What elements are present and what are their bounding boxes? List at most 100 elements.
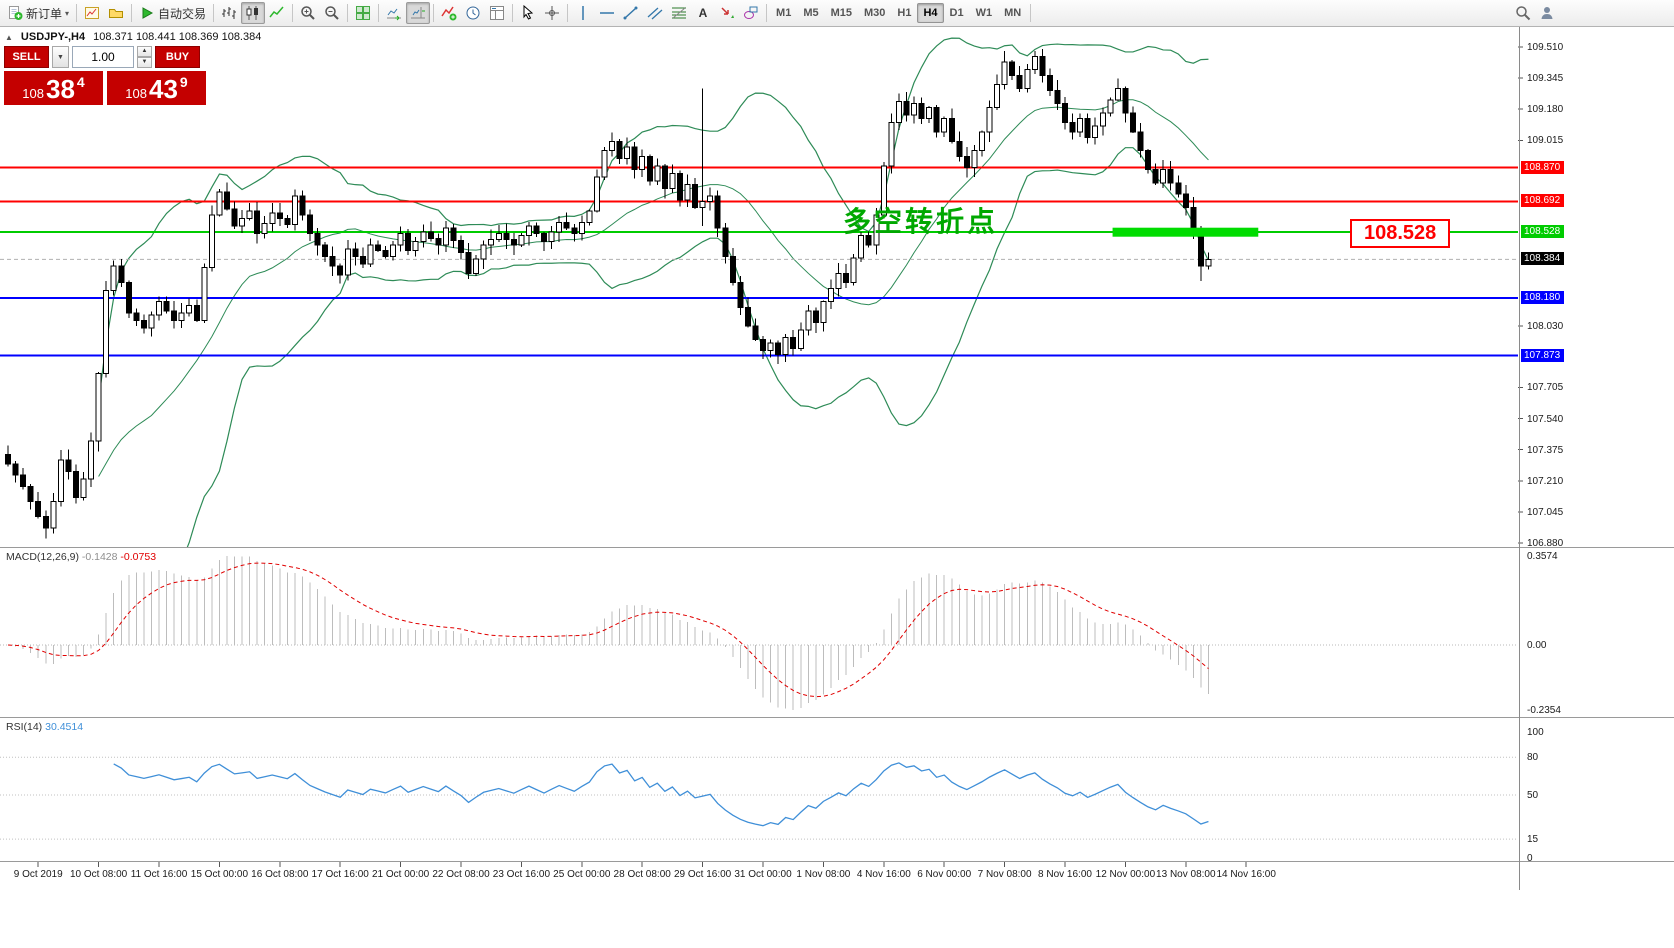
vline-icon bbox=[575, 5, 591, 21]
pivot-price-label[interactable]: 108.528 bbox=[1350, 219, 1451, 248]
zoomout-icon bbox=[324, 5, 340, 21]
timeframe-h1[interactable]: H1 bbox=[897, 7, 912, 19]
timeframe-m30[interactable]: M30 bbox=[864, 7, 886, 19]
price-axis-tick: 107.045 bbox=[1527, 506, 1564, 518]
trendline-tool[interactable] bbox=[619, 2, 643, 24]
auto-trading[interactable]: 自动交易 bbox=[135, 2, 210, 24]
lot-decrease-button[interactable]: ▼ bbox=[137, 57, 152, 68]
tile-windows[interactable] bbox=[351, 2, 375, 24]
indicators-list[interactable] bbox=[437, 2, 461, 24]
pivot-highlight-bar[interactable] bbox=[1112, 227, 1259, 237]
toolbar-separator bbox=[378, 4, 380, 22]
zoomin-icon bbox=[300, 5, 316, 21]
timeframe-m5[interactable]: M5 bbox=[803, 7, 819, 19]
fibonacci-tool[interactable] bbox=[667, 2, 691, 24]
macd-axis-label: 0.3574 bbox=[1527, 551, 1558, 562]
timeframe-h4[interactable]: H4 bbox=[917, 3, 944, 23]
toolbar-separator bbox=[76, 4, 78, 22]
time-axis-label: 6 Nov 00:00 bbox=[917, 869, 972, 880]
panel-separator[interactable] bbox=[0, 861, 1674, 862]
time-axis-label: 16 Oct 08:00 bbox=[251, 869, 309, 880]
time-axis-label: 10 Oct 08:00 bbox=[69, 869, 128, 880]
bollinger-bands bbox=[98, 37, 1209, 547]
price-axis[interactable] bbox=[1520, 27, 1674, 890]
timeframe-mn[interactable]: MN bbox=[1004, 7, 1022, 19]
sell-dropdown-button[interactable]: ▼ bbox=[52, 46, 69, 68]
time-axis-label: 11 Oct 16:00 bbox=[130, 869, 188, 880]
line-chart-mode[interactable] bbox=[265, 2, 289, 24]
toolbar-separator bbox=[347, 4, 349, 22]
zoom-in[interactable] bbox=[296, 2, 320, 24]
toolbar-separator bbox=[567, 4, 569, 22]
profiles[interactable] bbox=[104, 2, 128, 24]
toolbar-separator bbox=[1030, 4, 1032, 22]
sell-button[interactable]: SELL bbox=[4, 46, 49, 68]
timeframe-m15[interactable]: M15 bbox=[830, 7, 853, 19]
price-level-tag: 108.870 bbox=[1521, 160, 1565, 174]
one-click-toggle[interactable]: ▲ bbox=[5, 32, 13, 42]
timeframe-m1[interactable]: M1 bbox=[776, 7, 792, 19]
panel-separator[interactable] bbox=[0, 547, 1674, 548]
price-level-tag: 108.180 bbox=[1521, 290, 1565, 304]
lot-size-input[interactable] bbox=[72, 46, 134, 68]
rsi-axis-label: 100 bbox=[1527, 727, 1544, 738]
new-chart[interactable] bbox=[80, 2, 104, 24]
vertical-line-tool[interactable] bbox=[571, 2, 595, 24]
sell-price-button[interactable]: 108 38 4 bbox=[4, 71, 103, 105]
chart-shift[interactable] bbox=[406, 2, 431, 24]
templates[interactable] bbox=[485, 2, 509, 24]
buy-button[interactable]: BUY bbox=[155, 46, 200, 68]
shapes-tool[interactable] bbox=[739, 2, 763, 24]
zoom-out[interactable] bbox=[320, 2, 344, 24]
arrows-tool[interactable] bbox=[715, 2, 739, 24]
shift-icon bbox=[410, 5, 426, 21]
candlestick-mode[interactable] bbox=[241, 2, 266, 24]
macd-signal-line bbox=[7, 562, 1209, 698]
candlesticks bbox=[5, 49, 1212, 539]
new-order[interactable]: 新订单 ▾ bbox=[3, 2, 73, 24]
toolbar: 新订单 ▾ 自动交易 A M1 M5 M15 M30 H1 H4 D1 W1 MN bbox=[0, 0, 1674, 27]
text-tool[interactable]: A bbox=[691, 2, 715, 24]
textA-icon: A bbox=[695, 5, 711, 21]
timeframe-d1[interactable]: D1 bbox=[949, 7, 964, 19]
buy-price-button[interactable]: 108 43 9 bbox=[107, 71, 206, 105]
community[interactable] bbox=[1535, 2, 1559, 24]
price-level-tag: 107.873 bbox=[1521, 348, 1565, 362]
fibo-icon bbox=[671, 5, 687, 21]
channel-tool[interactable] bbox=[643, 2, 667, 24]
lot-increase-button[interactable]: ▲ bbox=[137, 46, 152, 57]
toolbar-separator bbox=[766, 4, 768, 22]
hline-icon bbox=[599, 5, 615, 21]
crosshair-tool[interactable] bbox=[540, 2, 564, 24]
macd-histogram bbox=[15, 556, 1209, 710]
level-lines[interactable] bbox=[0, 166, 1518, 357]
auto-scroll[interactable] bbox=[382, 2, 406, 24]
search[interactable] bbox=[1511, 2, 1535, 24]
timeframe-w1[interactable]: W1 bbox=[975, 7, 993, 19]
shapes-icon bbox=[743, 5, 759, 21]
rsi-axis-label: 50 bbox=[1527, 790, 1539, 801]
axis-ticks bbox=[37, 46, 1523, 867]
svg-text:A: A bbox=[699, 6, 708, 20]
time-axis-label: 12 Nov 00:00 bbox=[1095, 869, 1156, 880]
current-price-tag: 108.384 bbox=[1521, 252, 1565, 266]
person-icon bbox=[1539, 5, 1555, 21]
price-axis-tick: 107.540 bbox=[1527, 413, 1564, 425]
horizontal-line-tool[interactable] bbox=[595, 2, 619, 24]
time-axis-label: 4 Nov 16:00 bbox=[856, 869, 911, 880]
cursor-tool[interactable] bbox=[516, 2, 540, 24]
pivot-annotation-text[interactable]: 多空转折点 bbox=[843, 206, 999, 237]
time-axis-label: 25 Oct 00:00 bbox=[553, 869, 611, 880]
panel-separator[interactable] bbox=[0, 717, 1674, 718]
price-level-tag: 108.528 bbox=[1521, 225, 1565, 239]
price-axis-tick: 107.375 bbox=[1527, 444, 1564, 456]
symbol-period-label: USDJPY-,H4 bbox=[20, 31, 86, 43]
toolbar-separator bbox=[131, 4, 133, 22]
bar-chart-mode[interactable] bbox=[217, 2, 241, 24]
line-icon bbox=[269, 5, 285, 21]
periods[interactable] bbox=[461, 2, 485, 24]
time-axis-label: 17 Oct 16:00 bbox=[311, 869, 369, 880]
